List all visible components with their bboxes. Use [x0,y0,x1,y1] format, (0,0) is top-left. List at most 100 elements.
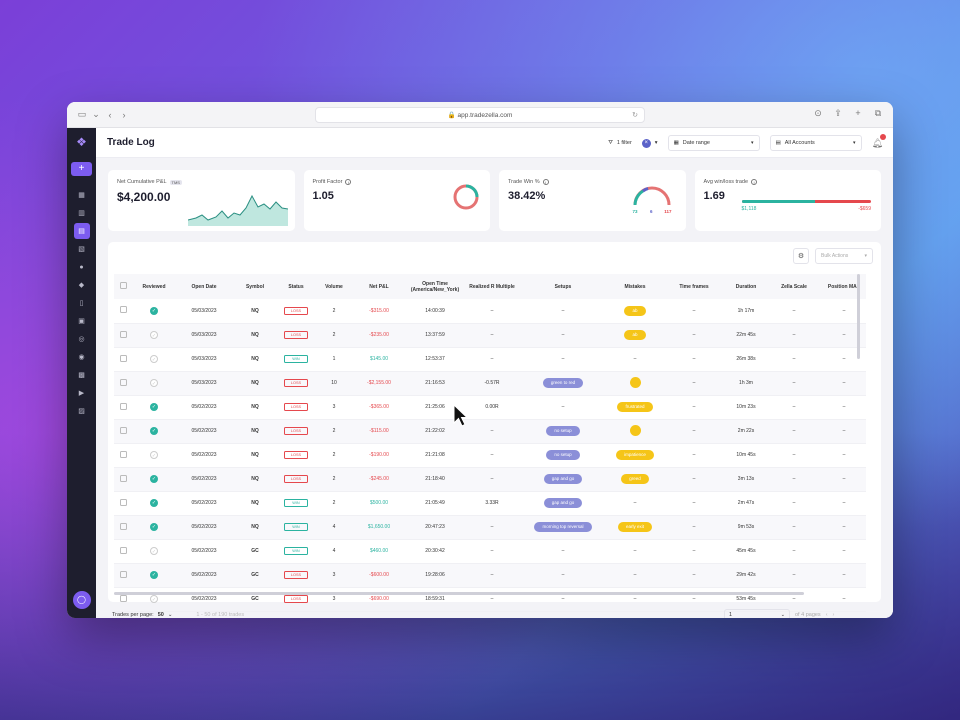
notifications-button[interactable]: 🔔︎ [872,133,886,149]
share-icon[interactable]: ⇪ [834,108,842,118]
table-row[interactable]: ✓ 05/02/2023 GC LOSS 3 -$690.00 18:59:31– – – –53… [114,587,866,612]
check-circle-icon[interactable]: ✓ [150,523,158,531]
unchecked-circle-icon[interactable]: ✓ [150,379,158,387]
unchecked-circle-icon[interactable]: ✓ [150,451,158,459]
select-all-checkbox[interactable] [119,282,127,289]
unchecked-circle-icon[interactable]: ✓ [150,595,158,603]
table-row[interactable]: ✓ 05/03/2023 NQ LOSS 10 -$2,155.00 21:16:53 -0.… [114,371,866,396]
check-circle-icon[interactable]: ✓ [150,427,158,435]
video-icon[interactable]: ▶ [78,390,85,397]
table-row[interactable]: ✓ 05/03/2023 NQ WIN 1 $145.00 12:53:37– – – –26m … [114,347,866,372]
info-icon[interactable]: ● [79,263,84,271]
row-checkbox[interactable] [119,498,127,506]
per-page-select[interactable]: Trades per page: 50 ⌄ [112,612,172,618]
table-row[interactable]: ✓ 05/02/2023 NQ LOSS 2 -$115.00 21:22:02– no se… [114,419,866,444]
tabs-icon[interactable]: ⧉ [874,108,882,118]
row-checkbox[interactable] [119,522,127,530]
setup-tag[interactable]: no setup [546,426,580,436]
reload-icon[interactable]: ↻ [632,112,638,119]
info-icon[interactable]: i [751,179,758,185]
column-header[interactable]: Realized R Multiple [466,274,518,299]
unchecked-circle-icon[interactable]: ✓ [150,355,158,363]
column-header[interactable]: Symbol [232,274,278,299]
download-icon[interactable]: ⊙ [814,108,822,118]
row-checkbox[interactable] [119,378,127,386]
check-circle-icon[interactable]: ✓ [150,499,158,507]
mistake-tag[interactable]: impatience [616,450,654,460]
mistake-tag[interactable]: ab [624,305,646,316]
column-header[interactable]: Time frames [662,274,726,299]
table-row[interactable]: ✓ 05/02/2023 GC LOSS 3 -$600.00 19:28:06– – – –29… [114,563,866,588]
chevron-down-icon[interactable]: ⌄ [92,109,100,119]
user-avatar[interactable]: ◯ [72,591,91,609]
unchecked-circle-icon[interactable]: ✓ [150,547,158,555]
column-header[interactable]: Status [278,274,314,299]
mistake-tag[interactable]: early exit [617,522,652,532]
table-row[interactable]: ✓ 05/03/2023 NQ LOSS 2 -$315.00 14:00:39– – ab –1… [114,299,866,324]
row-checkbox[interactable] [119,450,127,458]
sidebar-toggle-icon[interactable]: ▭ [77,109,87,119]
mistake-tag[interactable]: greed [621,474,649,484]
replay-icon[interactable]: ◎ [78,336,85,343]
info-icon[interactable]: i [542,179,549,185]
table-row[interactable]: ✓ 05/02/2023 NQ LOSS 3 -$365.00 21:25:06 0.00R –… [114,395,866,420]
row-checkbox[interactable] [119,474,127,482]
column-header[interactable]: Mistakes [608,274,662,299]
table-row[interactable]: ✓ 05/02/2023 NQ WIN 4 $1,650.00 20:47:23– morni… [114,515,866,540]
horizontal-scrollbar[interactable] [114,592,804,595]
address-bar[interactable]: 🔒 app.tradezella.com ↻ [315,107,645,123]
table-row[interactable]: ✓ 05/03/2023 NQ LOSS 2 -$235.00 13:37:59– – ab –2… [114,323,866,348]
logo-icon[interactable]: ❖ [76,135,87,149]
trade-log-icon[interactable]: ▤ [73,223,90,239]
setup-tag[interactable]: green to red [542,378,584,388]
prev-page-icon[interactable]: ‹ [825,612,828,618]
notebook-icon[interactable]: ▯ [79,300,84,307]
column-header[interactable]: Reviewed [132,274,176,299]
column-header[interactable]: Open Date [176,274,232,299]
playbook-icon[interactable]: ◆ [78,282,85,289]
page-select[interactable]: 1 ⌄ [724,608,790,618]
vertical-scrollbar[interactable] [857,274,860,359]
table-row[interactable]: ✓ 05/02/2023 NQ WIN 2 $500.00 21:05:49 3.33R gap… [114,491,866,516]
bulk-actions-select[interactable]: Bulk Actions ▾ [815,248,873,264]
check-circle-icon[interactable]: ✓ [150,403,158,411]
table-row[interactable]: ✓ 05/02/2023 NQ LOSS 2 -$245.00 21:18:40– gap a… [114,467,866,492]
date-range-select[interactable]: ▦ Date range ▾ [667,135,760,151]
table-row[interactable]: ✓ 05/02/2023 GC WIN 4 $460.00 20:30:42– – – –45m … [114,539,866,564]
add-trade-button[interactable]: + [71,162,92,176]
mistake-tag[interactable] [629,376,641,388]
dashboard-icon[interactable]: ▦ [78,192,85,199]
check-circle-icon[interactable]: ✓ [150,475,158,483]
clear-filter-button[interactable]: × ▾ [641,138,658,148]
settings-icon[interactable]: ▨ [78,408,85,415]
accounts-select[interactable]: ▤ All Accounts ▾ [769,135,862,151]
info-icon[interactable]: i [345,179,352,185]
column-header[interactable]: Zella Scale [766,274,822,299]
table-settings-button[interactable]: ⚙ [793,248,809,264]
mistake-tag[interactable] [629,424,641,436]
column-header[interactable]: Duration [726,274,766,299]
row-checkbox[interactable] [119,594,127,602]
setup-tag[interactable]: no setup [546,450,580,460]
check-circle-icon[interactable]: ✓ [150,571,158,579]
row-checkbox[interactable] [119,426,127,434]
row-checkbox[interactable] [119,570,127,578]
row-checkbox[interactable] [119,546,127,554]
row-checkbox[interactable] [119,306,127,314]
mistake-tag[interactable]: ab [624,330,646,340]
resources-icon[interactable]: ▩ [78,372,85,379]
column-header[interactable]: Setups [518,274,608,299]
unchecked-circle-icon[interactable]: ✓ [150,331,158,339]
reports-icon[interactable]: ▥ [78,210,85,217]
setup-tag[interactable]: gap and go [543,474,583,484]
back-icon[interactable]: ‹ [108,109,112,120]
row-checkbox[interactable] [119,402,127,410]
journal-icon[interactable]: ▧ [78,246,85,253]
column-header[interactable]: Volume [314,274,354,299]
setup-tag[interactable]: gap and go [543,498,583,508]
row-checkbox[interactable] [119,330,127,338]
mistake-tag[interactable]: frustrated [617,402,653,412]
next-page-icon[interactable]: › [832,612,835,618]
setup-tag[interactable]: morning top reversal [534,522,592,532]
forward-icon[interactable]: › [122,109,126,120]
